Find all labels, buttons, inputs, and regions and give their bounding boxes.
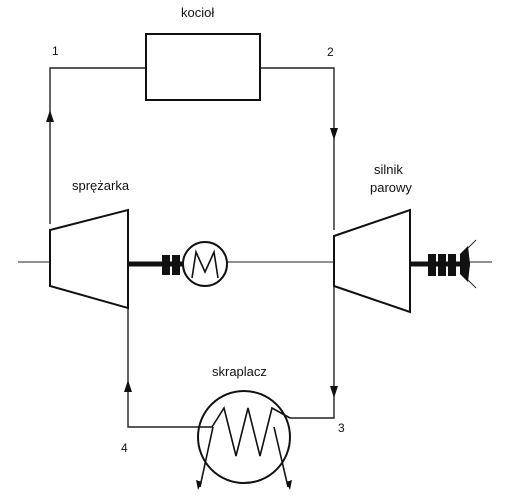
condenser <box>196 390 292 490</box>
flow-arrow-up-lower <box>124 380 132 392</box>
label-steam-engine-line2: parowy <box>370 180 412 195</box>
shaft-coupling-icon <box>162 255 180 275</box>
point-1-label: 1 <box>52 44 59 58</box>
point-2-label: 2 <box>327 45 334 59</box>
pipe-boiler-to-2 <box>260 67 335 230</box>
coil-icon <box>197 405 291 457</box>
coil-inlet <box>199 426 214 488</box>
label-steam-engine-line1: silnik <box>374 162 403 177</box>
flow-arrow-up-left <box>46 110 54 122</box>
boiler-box <box>145 33 261 101</box>
flow-arrow-down-right <box>330 128 338 140</box>
label-compressor: sprężarka <box>72 178 130 193</box>
label-boiler: kocioł <box>181 5 214 20</box>
pipe-engine-to-3 <box>290 283 335 419</box>
coil-outlet <box>273 426 289 488</box>
pipe-1-to-boiler <box>49 67 146 224</box>
compressor-body <box>49 208 129 310</box>
point-4-label: 4 <box>121 441 128 455</box>
pipe-condenser-to-4 <box>127 308 197 428</box>
steam-engine-body <box>333 208 411 314</box>
label-condenser: skraplacz <box>212 364 267 379</box>
motor-m-icon <box>182 241 228 287</box>
flow-arrow-down-lower <box>330 386 338 398</box>
point-3-label: 3 <box>338 421 345 435</box>
engine-shaft-coupling-icon <box>428 239 477 289</box>
